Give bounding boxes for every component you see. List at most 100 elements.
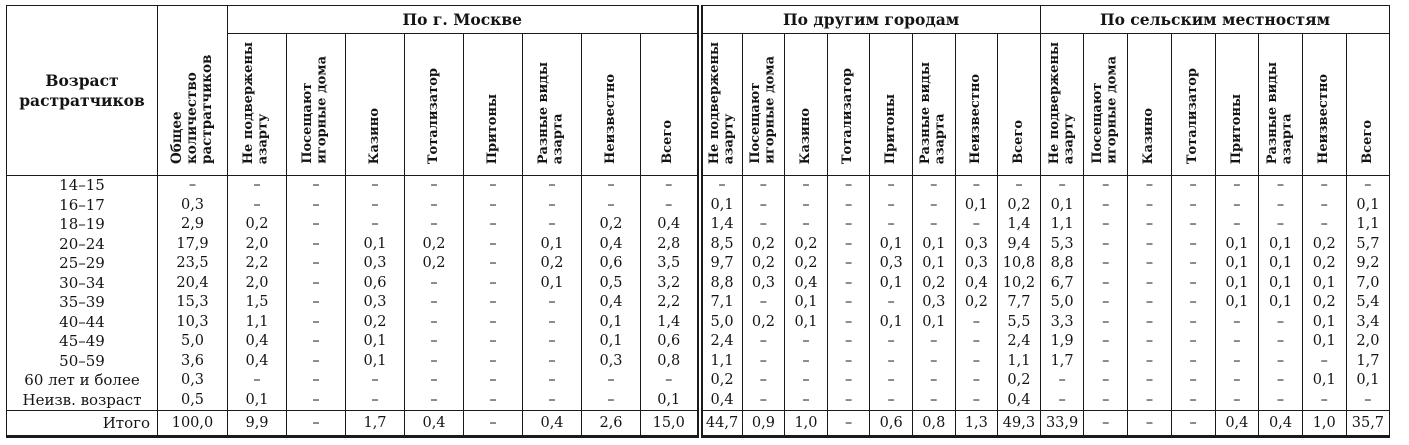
row-age-label: Неизв. возраст	[6, 390, 158, 411]
table-cell: –	[404, 312, 464, 332]
table-cell: –	[1083, 175, 1129, 196]
table-cell: 0,1	[1258, 273, 1303, 293]
table-cell: –	[1258, 175, 1303, 196]
table-cell: 5,3	[1039, 234, 1085, 254]
table-cell: –	[869, 215, 913, 235]
column-header-moscow-visit-gambling-houses: Посещают игорные дома	[286, 33, 346, 176]
column-header-rural-totalizator: Тотализатор	[1170, 33, 1216, 176]
table-cell: –	[784, 175, 828, 196]
rotated-label: Общее количество растратчиков	[168, 54, 216, 164]
table-cell: –	[1170, 273, 1216, 293]
table-cell: –	[869, 371, 913, 391]
table-cell: –	[826, 410, 871, 437]
column-header-moscow-unknown: Неизвестно	[581, 33, 641, 176]
table-cell: –	[1170, 293, 1216, 313]
column-header-moscow-casino: Казино	[345, 33, 405, 176]
table-cell: –	[463, 195, 523, 215]
column-header-other-cities-total: Всего	[997, 33, 1041, 176]
table-cell: –	[1127, 273, 1172, 293]
table-cell: 8,8	[1039, 254, 1085, 274]
table-cell: –	[1258, 351, 1303, 371]
rotated-label: Казино	[1141, 107, 1157, 164]
column-header-other-cities-dens: Притоны	[869, 33, 913, 176]
table-cell: 0,2	[404, 234, 464, 254]
table-cell: 0,4	[997, 390, 1041, 411]
table-cell: 0,1	[640, 390, 700, 411]
table-cell: –	[227, 175, 287, 196]
table-cell: –	[1258, 312, 1303, 332]
table-cell: 0,1	[1345, 371, 1391, 391]
table-cell: 0,1	[869, 312, 913, 332]
table-cell: 0,2	[997, 371, 1041, 391]
table-cell: –	[911, 195, 956, 215]
table-cell: –	[1301, 195, 1347, 215]
table-cell: –	[997, 175, 1041, 196]
table-cell: –	[1127, 332, 1172, 352]
table-cell: 10,2	[997, 273, 1041, 293]
table-cell: –	[581, 175, 641, 196]
table-row: 40–44 10,3 1,1–0,2– – –0,1 1,4 5,0 0,2 0,1–0,1 0,…	[6, 312, 1391, 332]
column-header-moscow-totalizator: Тотализатор	[404, 33, 464, 176]
table-cell: –	[286, 273, 346, 293]
table-cell: 15,3	[157, 293, 228, 313]
table-cell: 0,4	[640, 215, 700, 235]
table-cell: –	[522, 215, 582, 235]
table-cell: –	[1127, 371, 1172, 391]
table-cell: –	[869, 293, 913, 313]
table-cell: 1,0	[784, 410, 828, 437]
table-cell: 2,4	[696, 332, 743, 352]
table-cell: 0,8	[640, 351, 700, 371]
table-cell: 2,8	[640, 234, 700, 254]
row-age-label: 16–17	[6, 195, 158, 215]
table-cell: 0,2	[1301, 234, 1347, 254]
table-cell: 0,4	[784, 273, 828, 293]
table-cell: 1,1	[1039, 215, 1085, 235]
rotated-label: Посещают игорные дома	[300, 56, 330, 164]
table-cell: 0,1	[227, 390, 287, 411]
table-cell: –	[463, 215, 523, 235]
table-cell: 2,6	[581, 410, 641, 437]
table-cell: –	[954, 312, 999, 332]
table-cell: –	[286, 410, 346, 437]
table-cell: 0,2	[741, 312, 786, 332]
table-cell: –	[640, 175, 700, 196]
table-cell: 0,1	[522, 273, 582, 293]
row-age-label: 30–34	[6, 273, 158, 293]
row-age-label: 18–19	[6, 215, 158, 235]
table-cell: –	[463, 254, 523, 274]
table-cell: 0,5	[581, 273, 641, 293]
table-cell: –	[404, 390, 464, 411]
table-cell: –	[954, 390, 999, 411]
table-cell: –	[784, 332, 828, 352]
rotated-label: Не подвержены азарту	[1046, 41, 1077, 164]
table-cell: –	[911, 215, 956, 235]
column-header-other-cities-totalizator: Тотализатор	[826, 33, 871, 176]
table-cell: –	[1083, 312, 1129, 332]
table-cell: 0,6	[345, 273, 405, 293]
table-cell: 0,1	[784, 293, 828, 313]
table-cell: –	[1258, 195, 1303, 215]
total-count-column-header: Общее количество растратчиков	[157, 5, 228, 176]
table-row: 30–34 20,4 2,0–0,6– –0,1 0,5 3,2 8,8 0,3 0,4–0,1…	[6, 273, 1391, 293]
table-cell: 0,4	[581, 234, 641, 254]
table-cell: –	[1301, 390, 1347, 411]
table-cell: –	[1170, 351, 1216, 371]
table-cell: –	[696, 175, 743, 196]
table-cell: –	[1170, 390, 1216, 411]
table-cell: 0,1	[1214, 234, 1260, 254]
table-cell: –	[522, 312, 582, 332]
table-cell: 5,5	[997, 312, 1041, 332]
rotated-label: Неизвестно	[968, 74, 984, 164]
table-cell: –	[286, 371, 346, 391]
table-cell: 0,3	[954, 234, 999, 254]
table-cell: –	[869, 175, 913, 196]
table-cell: –	[345, 390, 405, 411]
table-cell: –	[911, 371, 956, 391]
group-header-row: Возраст растратчиков Общее количество ра…	[6, 5, 1391, 176]
group-header-rural: По сельским местностям	[1039, 5, 1391, 34]
table-cell: –	[157, 175, 228, 196]
column-header-rural-not-gambling: Не подвержены азарту	[1039, 33, 1085, 176]
table-cell: –	[227, 195, 287, 215]
table-cell: –	[522, 371, 582, 391]
table-cell: –	[741, 215, 786, 235]
